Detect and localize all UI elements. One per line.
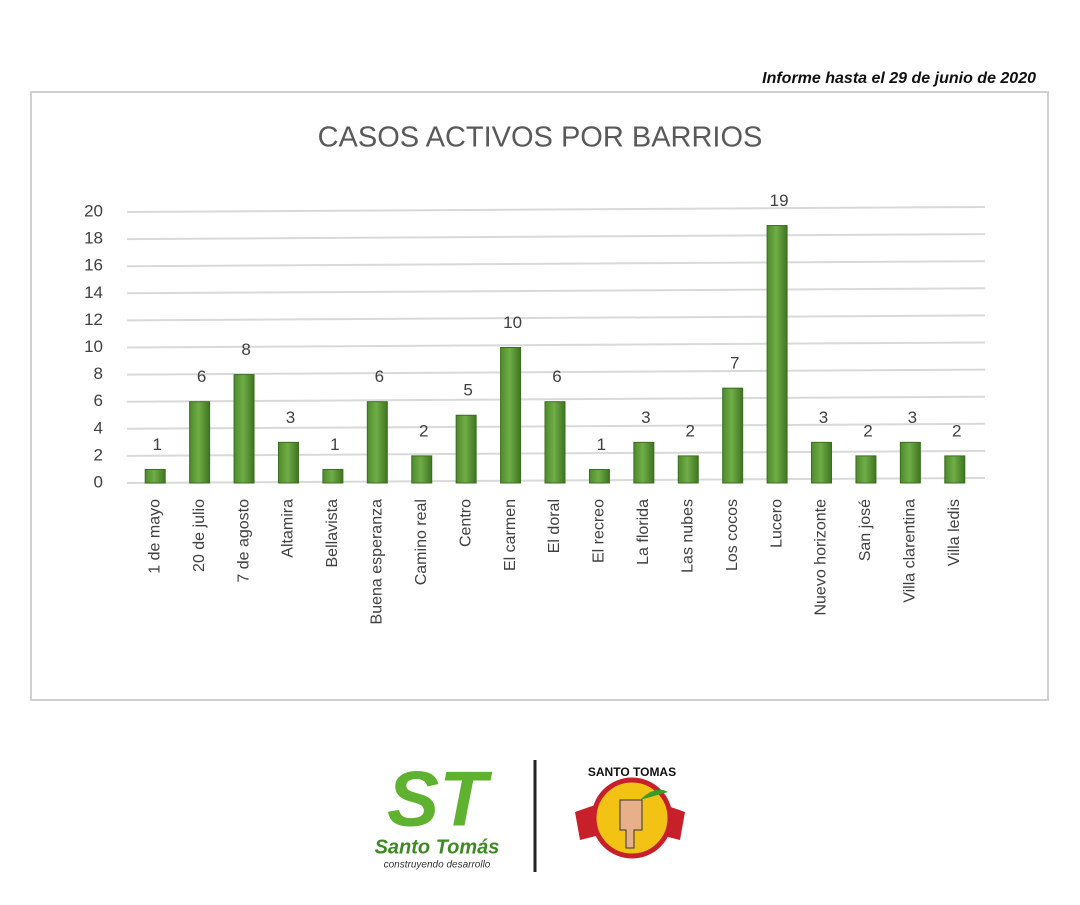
report-note: Informe hasta el 29 de junio de 2020 xyxy=(762,70,1036,87)
bar xyxy=(277,441,299,484)
bar xyxy=(677,455,699,484)
bar xyxy=(811,441,833,484)
fist xyxy=(619,799,643,849)
value-label: 1 xyxy=(152,435,161,454)
value-label: 6 xyxy=(552,367,561,386)
value-label: 2 xyxy=(419,421,428,440)
y-tick-label: 4 xyxy=(94,418,103,437)
bar xyxy=(322,468,344,484)
x-tick-label: Buena esperanza xyxy=(369,499,386,625)
logo-slogan: construyendo desarrollo xyxy=(384,860,491,871)
bar xyxy=(588,468,610,484)
y-tick-label: 16 xyxy=(84,256,103,275)
x-tick-label: Villa clarentina xyxy=(902,499,919,603)
value-label: 2 xyxy=(952,421,961,440)
value-label: 3 xyxy=(908,408,917,427)
logo-name: Santo Tomás xyxy=(375,836,500,858)
grid-line xyxy=(126,260,986,268)
bar xyxy=(189,401,211,484)
logo-mark: ST xyxy=(387,755,493,843)
y-tick-label: 2 xyxy=(94,445,103,464)
chart-title: CASOS ACTIVOS POR BARRIOS xyxy=(318,122,763,154)
emblem-name: SANTO TOMAS xyxy=(588,765,676,779)
x-tick-label: Las nubes xyxy=(679,499,696,573)
x-tick-label: 7 de agosto xyxy=(235,499,252,583)
grid-line xyxy=(126,233,986,241)
x-tick-label: Nuevo horizonte xyxy=(813,499,830,616)
y-tick-label: 18 xyxy=(84,229,103,248)
bar xyxy=(500,347,522,484)
bar xyxy=(633,441,655,484)
value-label: 1 xyxy=(330,435,339,454)
grid-line xyxy=(126,368,986,376)
y-tick-label: 0 xyxy=(94,472,103,491)
y-tick-label: 10 xyxy=(84,337,103,356)
bar xyxy=(899,441,921,484)
x-tick-label: Los cocos xyxy=(724,499,741,571)
value-label: 19 xyxy=(770,191,789,210)
x-tick-label: 1 de mayo xyxy=(146,499,163,574)
value-label: 5 xyxy=(463,381,472,400)
grid-line xyxy=(126,314,986,322)
x-tick-label: El carmen xyxy=(502,499,519,571)
bar xyxy=(544,401,566,484)
y-tick-label: 6 xyxy=(94,391,103,410)
value-label: 10 xyxy=(503,313,522,332)
bar xyxy=(722,387,744,484)
x-tick-label: Lucero xyxy=(768,499,785,548)
bar xyxy=(455,414,477,484)
y-tick-label: 12 xyxy=(84,310,103,329)
y-tick-label: 8 xyxy=(94,364,103,383)
bar xyxy=(855,455,877,484)
value-label: 2 xyxy=(863,421,872,440)
x-tick-label: San josé xyxy=(857,499,874,561)
x-tick-label: Altamira xyxy=(280,499,297,558)
x-tick-label: Villa ledis xyxy=(946,499,963,566)
bar xyxy=(411,455,433,484)
value-label: 3 xyxy=(819,408,828,427)
grid-line xyxy=(126,341,986,349)
value-label: 1 xyxy=(597,435,606,454)
value-label: 6 xyxy=(197,367,206,386)
bar xyxy=(766,225,788,484)
bar xyxy=(944,455,966,484)
x-tick-label: El doral xyxy=(546,499,563,553)
x-tick-label: Centro xyxy=(457,499,474,547)
bar xyxy=(233,374,255,484)
y-tick-label: 14 xyxy=(84,283,103,302)
grid-line xyxy=(126,395,986,403)
x-tick-label: 20 de julio xyxy=(191,499,208,572)
x-tick-label: Bellavista xyxy=(324,499,341,568)
value-label: 2 xyxy=(686,421,695,440)
grid-line xyxy=(126,287,986,295)
x-tick-label: La florida xyxy=(635,499,652,565)
value-label: 7 xyxy=(730,354,739,373)
x-tick-label: Camino real xyxy=(413,499,430,585)
leaf xyxy=(640,789,668,800)
x-tick-label: El recreo xyxy=(591,499,608,563)
grid-line xyxy=(126,206,986,213)
value-label: 3 xyxy=(641,408,650,427)
bar xyxy=(144,468,166,484)
value-label: 6 xyxy=(375,367,384,386)
value-label: 8 xyxy=(241,340,250,359)
chart-frame xyxy=(30,91,1049,701)
bar xyxy=(366,401,388,484)
y-tick-label: 20 xyxy=(84,201,103,220)
value-label: 3 xyxy=(286,408,295,427)
